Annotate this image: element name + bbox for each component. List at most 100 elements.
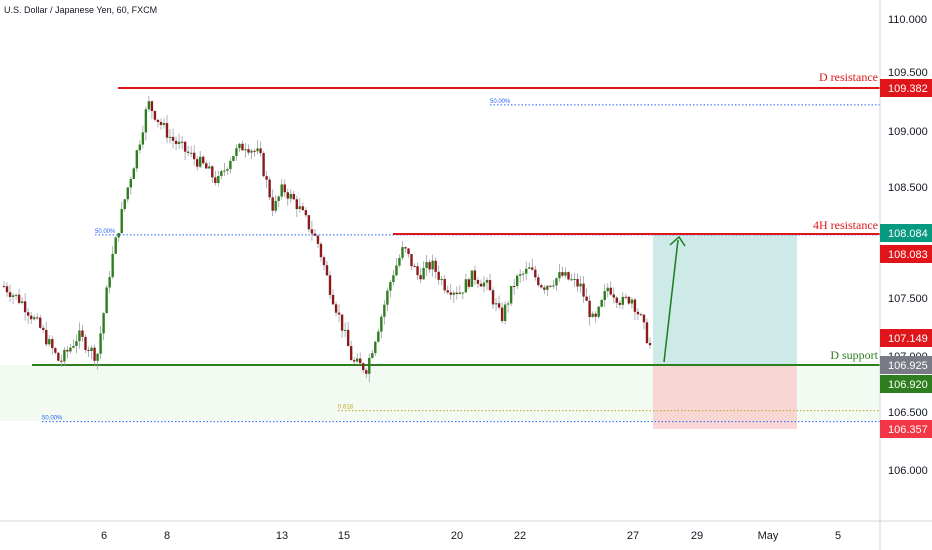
candle [479,283,483,287]
time-axis[interactable]: 6 8 13 15 20 22 27 29 May 5 [101,530,841,542]
candle [380,316,383,332]
candle [461,292,465,294]
candle [75,341,78,347]
candle [627,296,631,304]
candle [401,247,404,258]
price-tick: 109.500 [888,67,928,79]
fib-label: 0.618 [338,405,354,411]
candle [301,206,305,211]
candle [189,152,193,154]
candle [555,278,558,286]
candle [66,349,69,352]
candle [229,160,232,170]
candle [147,101,151,110]
candle [416,266,419,276]
time-tick: 22 [514,530,526,542]
candle [265,176,268,180]
candle [576,279,579,287]
candle [552,285,555,287]
price-tick: 107.500 [888,293,928,305]
price-tick: 110.000 [888,14,927,26]
candle [117,233,120,238]
candle [331,294,335,305]
candle [352,360,356,362]
price-axis[interactable]: 110.000 109.500 109.000 108.500 107.500 … [888,14,928,477]
time-tick: 6 [101,530,107,542]
candle [615,297,618,303]
candle [582,283,585,297]
candle [90,347,93,351]
candle [171,136,175,141]
candle [150,101,154,112]
candle [186,151,190,153]
candle [72,346,75,348]
candle [36,317,39,319]
svg-text:108.084: 108.084 [888,228,928,240]
d-resistance-label: D resistance [819,70,878,84]
fib-label: 50.00% [95,229,116,235]
candle [29,315,33,320]
candle [310,229,314,234]
candle [368,357,371,374]
candle [241,143,244,151]
candle [398,257,401,266]
candle [295,199,299,209]
price-tick: 109.000 [888,126,928,138]
candle [96,353,99,361]
candle [226,169,229,171]
time-tick: 13 [276,530,288,542]
candle [274,200,277,211]
candle [431,260,434,270]
candle [214,177,217,183]
candle [69,347,72,352]
candle [138,144,142,151]
time-tick: May [758,530,779,542]
candle [434,260,437,272]
candle [618,302,622,305]
candle [349,346,353,361]
4h-resistance-label: 4H resistance [813,218,878,232]
candle [8,292,12,298]
candle [211,166,214,178]
candle [531,267,534,270]
candle [235,148,238,156]
candle [359,358,362,364]
candle [202,156,205,164]
candle [256,148,259,152]
time-tick: 8 [164,530,170,542]
candle [141,132,145,145]
candle [153,111,157,120]
candle [144,109,148,133]
candle [503,304,507,321]
candle [621,296,625,305]
candle [407,248,410,255]
candle [84,336,87,350]
candle [455,292,459,294]
candle [262,153,265,177]
candle [162,123,166,125]
candle [440,279,443,281]
candle [642,314,646,323]
candle [168,136,172,138]
candle [159,121,163,125]
candle [365,370,368,374]
candle [42,327,45,330]
candle [422,267,425,280]
candle [135,150,139,169]
candle [5,286,9,293]
candle [298,206,302,209]
candle [449,292,452,295]
candle [386,290,389,305]
candle [289,193,292,199]
candle [123,199,126,210]
candle [648,343,652,346]
candle [497,303,501,308]
candle [11,295,15,298]
price-tick: 106.500 [888,407,928,419]
candle [247,149,250,153]
candle [23,301,27,313]
candle [558,272,561,279]
candle [452,292,455,295]
candle [313,233,317,236]
